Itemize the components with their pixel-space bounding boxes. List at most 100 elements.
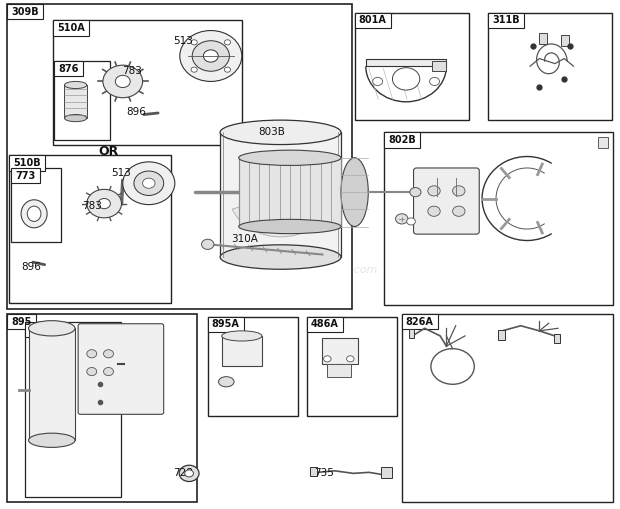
Circle shape [430,77,440,86]
Bar [384,132,420,148]
Ellipse shape [27,206,41,221]
Bar [54,61,110,140]
Text: 510B: 510B [14,158,41,168]
Bar [402,314,438,329]
Bar [53,20,89,36]
Circle shape [87,367,97,376]
Bar [402,314,613,502]
Bar [183,469,195,478]
Bar [54,61,83,76]
Bar [488,13,524,28]
Circle shape [428,186,440,196]
Ellipse shape [21,200,47,228]
Ellipse shape [239,150,341,165]
Circle shape [104,350,113,358]
Circle shape [224,40,231,45]
Text: 802B: 802B [389,135,416,145]
Ellipse shape [64,115,87,122]
Text: 895: 895 [12,317,32,327]
Circle shape [123,162,175,205]
Circle shape [396,214,408,224]
Text: 803B: 803B [258,127,285,137]
Text: 896: 896 [21,262,41,272]
Bar [409,329,414,338]
Circle shape [373,77,383,86]
Bar [307,317,343,332]
Bar [7,314,197,502]
Bar [208,317,244,332]
Circle shape [192,41,229,71]
Ellipse shape [222,331,262,341]
Bar [381,467,392,478]
Bar [9,155,171,303]
Bar [222,336,262,366]
Ellipse shape [341,158,368,227]
Bar [355,13,391,28]
Circle shape [115,75,130,88]
Text: 513: 513 [173,36,193,46]
Text: 876: 876 [58,64,79,74]
Text: 486A: 486A [311,319,339,329]
Bar [498,330,505,340]
Text: 773: 773 [16,171,36,181]
Bar [366,59,446,66]
Bar [384,132,613,305]
Circle shape [347,356,354,362]
Bar [307,317,397,416]
Bar [29,328,75,440]
Bar [7,4,352,309]
Text: 510A: 510A [57,23,84,33]
Bar [488,13,612,120]
Circle shape [104,367,113,376]
Circle shape [203,50,218,62]
Circle shape [87,350,97,358]
Bar [64,85,87,118]
Bar [11,168,40,183]
Bar [598,137,608,148]
Circle shape [410,187,421,197]
Circle shape [428,206,440,216]
Bar [239,158,341,227]
Text: 891: 891 [29,324,50,334]
Text: 310A: 310A [231,234,259,244]
Bar [561,35,569,46]
Ellipse shape [29,321,75,336]
Ellipse shape [218,377,234,387]
Ellipse shape [220,120,341,145]
Bar [327,364,351,377]
Bar [539,33,547,44]
Bar [11,168,61,242]
Bar [432,61,446,71]
Circle shape [87,189,122,218]
Ellipse shape [64,81,87,89]
Bar [322,338,358,364]
Text: 896: 896 [126,107,146,117]
Circle shape [179,465,199,482]
Bar [7,4,43,19]
Circle shape [191,40,197,45]
Circle shape [453,206,465,216]
Wedge shape [232,195,329,237]
Text: 311B: 311B [492,15,520,25]
Circle shape [453,186,465,196]
Bar [310,467,317,476]
Text: eReplacementParts.com: eReplacementParts.com [242,265,378,275]
Text: 895A: 895A [212,319,239,329]
Text: 728: 728 [173,468,193,478]
Bar [208,317,298,416]
Bar [220,132,341,257]
Text: 735: 735 [314,468,334,478]
Bar [53,20,242,145]
Bar [355,13,469,120]
Bar [25,322,53,337]
Circle shape [224,67,231,72]
Bar [25,322,121,497]
Text: 801A: 801A [359,15,386,25]
Circle shape [143,178,155,188]
Circle shape [324,356,331,362]
FancyBboxPatch shape [78,324,164,414]
Text: 513: 513 [111,168,131,178]
Circle shape [202,239,214,249]
Circle shape [134,171,164,195]
Circle shape [407,218,415,225]
